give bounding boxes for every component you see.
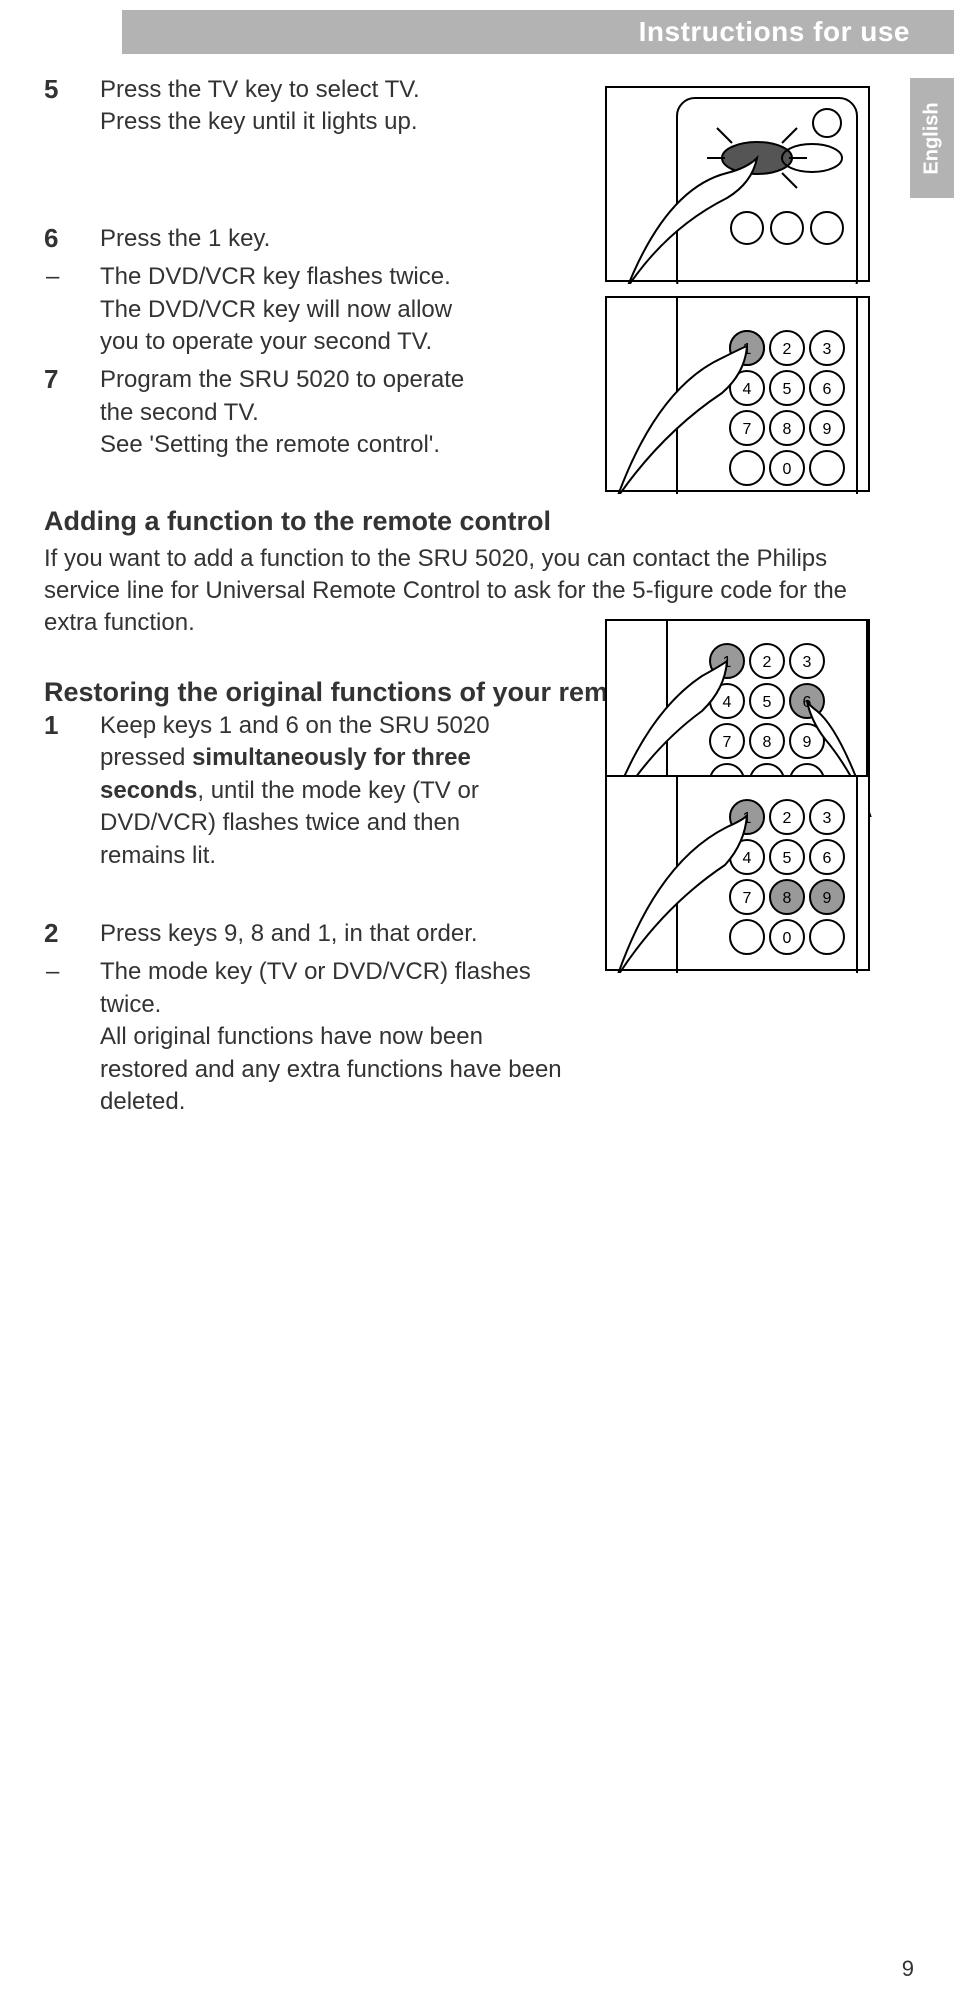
svg-text:8: 8 (783, 890, 792, 907)
step-6-note: – The DVD/VCR key flashes twice.The DVD/… (44, 261, 474, 358)
step-number: 6 (44, 223, 100, 254)
restore-step-2-note: – The mode key (TV or DVD/VCR) flashes t… (44, 956, 564, 1118)
step-text: The mode key (TV or DVD/VCR) flashes twi… (100, 956, 564, 1118)
step-5: 5 Press the TV key to select TV.Press th… (44, 74, 474, 139)
svg-text:0: 0 (783, 461, 792, 478)
figure-press-1: 1 2 3 4 5 6 7 8 9 0 1 (605, 296, 870, 492)
language-label: English (921, 102, 944, 174)
language-tab: English (910, 78, 954, 198)
svg-text:2: 2 (763, 654, 772, 671)
restore-step-1: 1 Keep keys 1 and 6 on the SRU 5020 pres… (44, 710, 544, 872)
svg-text:9: 9 (823, 890, 832, 907)
svg-text:7: 7 (743, 890, 752, 907)
step-dash: – (44, 956, 100, 988)
svg-text:6: 6 (823, 381, 832, 398)
step-6: 6 Press the 1 key. (44, 223, 474, 255)
svg-text:6: 6 (823, 850, 832, 867)
svg-text:7: 7 (743, 421, 752, 438)
heading-adding-function: Adding a function to the remote control (44, 506, 894, 537)
svg-text:9: 9 (823, 421, 832, 438)
figure-tv-key (605, 86, 870, 282)
svg-text:3: 3 (803, 654, 812, 671)
svg-text:2: 2 (783, 810, 792, 827)
svg-text:4: 4 (743, 381, 752, 398)
header-bar: Instructions for use (122, 10, 954, 54)
step-text: Program the SRU 5020 to operate the seco… (100, 364, 474, 461)
step-number: 1 (44, 710, 100, 741)
svg-text:7: 7 (723, 734, 732, 751)
step-text: Keep keys 1 and 6 on the SRU 5020 presse… (100, 710, 544, 872)
step-number: 7 (44, 364, 100, 395)
page-number: 9 (902, 1956, 914, 1982)
svg-text:4: 4 (743, 850, 752, 867)
step-text: The DVD/VCR key flashes twice.The DVD/VC… (100, 261, 474, 358)
svg-text:2: 2 (783, 341, 792, 358)
step-text: Press keys 9, 8 and 1, in that order. (100, 918, 564, 950)
step-text: Press the TV key to select TV.Press the … (100, 74, 474, 139)
svg-text:8: 8 (763, 734, 772, 751)
step-text: Press the 1 key. (100, 223, 474, 255)
svg-text:3: 3 (823, 810, 832, 827)
step-7: 7 Program the SRU 5020 to operate the se… (44, 364, 474, 461)
svg-text:3: 3 (823, 341, 832, 358)
svg-text:8: 8 (783, 421, 792, 438)
svg-text:5: 5 (783, 381, 792, 398)
restore-step-2: 2 Press keys 9, 8 and 1, in that order. (44, 918, 564, 950)
page-content: 5 Press the TV key to select TV.Press th… (44, 74, 894, 1964)
svg-text:5: 5 (783, 850, 792, 867)
header-title: Instructions for use (639, 16, 910, 48)
svg-text:4: 4 (723, 694, 732, 711)
step-number: 5 (44, 74, 100, 105)
step-number: 2 (44, 918, 100, 949)
step-dash: – (44, 261, 100, 293)
svg-text:0: 0 (783, 930, 792, 947)
svg-text:5: 5 (763, 694, 772, 711)
figure-keys-981: 1 2 3 4 5 6 7 8 9 0 (605, 775, 870, 971)
svg-text:9: 9 (803, 734, 812, 751)
